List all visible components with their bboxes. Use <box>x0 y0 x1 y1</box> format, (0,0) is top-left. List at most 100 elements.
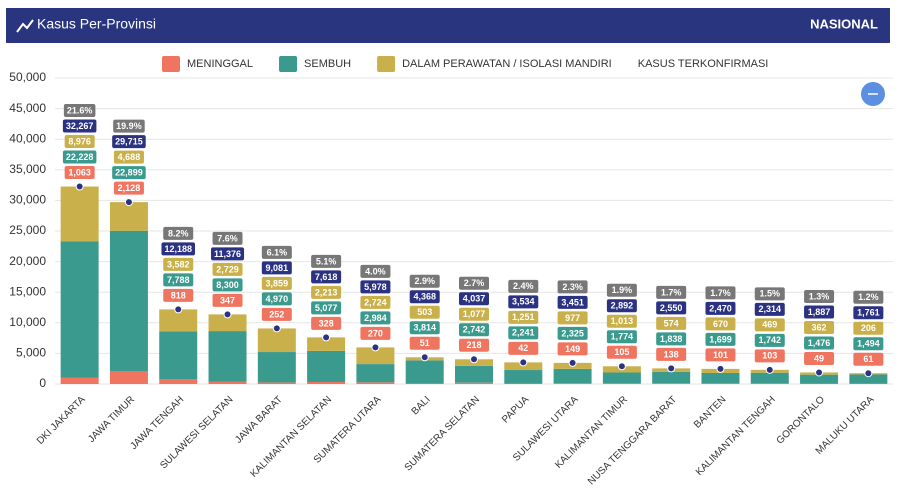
data-label: 3,814 <box>413 323 436 333</box>
x-tick-label: PAPUA <box>500 394 531 425</box>
x-tick-label: JAWA TIMUR <box>86 394 137 445</box>
data-label: 103 <box>755 349 785 362</box>
data-label: 5,978 <box>360 280 390 293</box>
share-label: 1.9% <box>607 284 637 297</box>
total-marker <box>323 334 330 341</box>
bar-segment <box>406 360 444 383</box>
data-label: 101 <box>705 348 735 361</box>
data-label: 5,077 <box>315 303 338 313</box>
data-label: 7,618 <box>311 270 341 283</box>
data-label: 1,699 <box>705 333 735 346</box>
data-label: 105 <box>614 347 629 357</box>
bar-segment <box>701 373 739 383</box>
data-label: 138 <box>656 348 686 361</box>
legend-label: SEMBUH <box>304 58 351 70</box>
data-label: 1,887 <box>808 307 831 317</box>
data-label: 1,013 <box>611 316 634 326</box>
y-tick-label: 5,000 <box>16 346 46 360</box>
bar-segment <box>110 231 148 371</box>
total-marker <box>816 369 823 376</box>
data-label: 2,241 <box>508 326 538 339</box>
data-label: 7,618 <box>315 272 338 282</box>
data-label: 3,582 <box>163 258 193 271</box>
bar-segment <box>356 382 394 384</box>
data-label: 818 <box>171 290 186 300</box>
share-label: 1.3% <box>804 290 834 303</box>
data-label: 2,213 <box>315 287 338 297</box>
share-label: 1.2% <box>853 291 883 304</box>
data-label: 2,128 <box>118 183 141 193</box>
data-label: 2,742 <box>463 325 486 335</box>
share-label: 2.3% <box>558 280 588 293</box>
data-label: 1,494 <box>853 337 883 350</box>
data-label: 818 <box>163 289 193 302</box>
data-label: 4,037 <box>463 294 486 304</box>
data-label: 2,325 <box>561 328 584 338</box>
data-label: 2,984 <box>360 311 390 324</box>
data-label: 574 <box>656 317 686 330</box>
legend-swatch <box>279 56 297 72</box>
data-label: 2,984 <box>364 313 387 323</box>
data-label: 206 <box>853 322 883 335</box>
data-label: 2,892 <box>607 299 637 312</box>
bar-segment <box>751 383 789 384</box>
total-marker <box>865 370 872 377</box>
data-label: 49 <box>814 353 824 363</box>
bar-segment <box>751 373 789 384</box>
data-label: 3,534 <box>512 297 535 307</box>
bar-segment <box>209 382 247 384</box>
x-tick-label: KALIMANTAN TENGAH <box>694 394 778 478</box>
data-label: 362 <box>812 322 827 332</box>
data-label: 61 <box>863 354 873 364</box>
data-label: 2,892 <box>611 301 634 311</box>
legend-label: DALAM PERAWATAN / ISOLASI MANDIRI <box>402 58 612 70</box>
data-label: 22,228 <box>66 152 94 162</box>
share-label: 4.0% <box>360 265 390 278</box>
data-label: 11,376 <box>211 247 244 260</box>
data-label: 977 <box>558 311 588 324</box>
data-label: 8,976 <box>65 135 95 148</box>
share-label: 1.7% <box>705 286 735 299</box>
data-label: 2,729 <box>216 264 239 274</box>
total-marker <box>471 356 478 363</box>
share-label: 6.1% <box>267 247 288 257</box>
data-label: 503 <box>410 306 440 319</box>
data-label: 3,451 <box>561 297 584 307</box>
data-label: 105 <box>607 346 637 359</box>
bar-segment <box>603 383 641 384</box>
share-label: 8.2% <box>168 228 189 238</box>
bar-segment <box>455 383 493 384</box>
share-label: 8.2% <box>163 227 193 240</box>
y-tick-label: 25,000 <box>9 223 46 237</box>
data-label: 22,899 <box>112 166 146 179</box>
data-label: 12,188 <box>161 242 195 255</box>
data-label: 1,063 <box>68 167 91 177</box>
data-label: 2,314 <box>758 304 781 314</box>
data-label: 3,534 <box>508 295 538 308</box>
data-label: 12,188 <box>164 244 192 254</box>
share-label: 2.7% <box>459 277 489 290</box>
bar-segment <box>61 377 99 384</box>
total-marker <box>175 306 182 313</box>
data-label: 469 <box>762 320 777 330</box>
share-label: 21.6% <box>67 105 93 115</box>
data-label: 22,899 <box>115 168 143 178</box>
total-marker <box>618 363 625 370</box>
share-label: 1.3% <box>809 291 830 301</box>
bar-segment <box>110 371 148 384</box>
data-label: 1,761 <box>853 306 883 319</box>
data-label: 149 <box>558 342 588 355</box>
y-tick-label: 30,000 <box>9 193 46 207</box>
data-label: 1,761 <box>857 308 880 318</box>
data-label: 42 <box>518 343 528 353</box>
data-label: 8,976 <box>68 136 91 146</box>
data-label: 11,376 <box>214 249 241 259</box>
x-tick-label: KALIMANTAN SELATAN <box>249 394 335 480</box>
data-label: 1,699 <box>709 334 732 344</box>
y-tick-label: 0 <box>39 376 46 390</box>
bar-segment <box>356 364 394 382</box>
x-tick-label: JAWA BARAT <box>233 394 285 446</box>
data-label: 3,859 <box>262 277 292 290</box>
share-label: 1.7% <box>710 288 731 298</box>
